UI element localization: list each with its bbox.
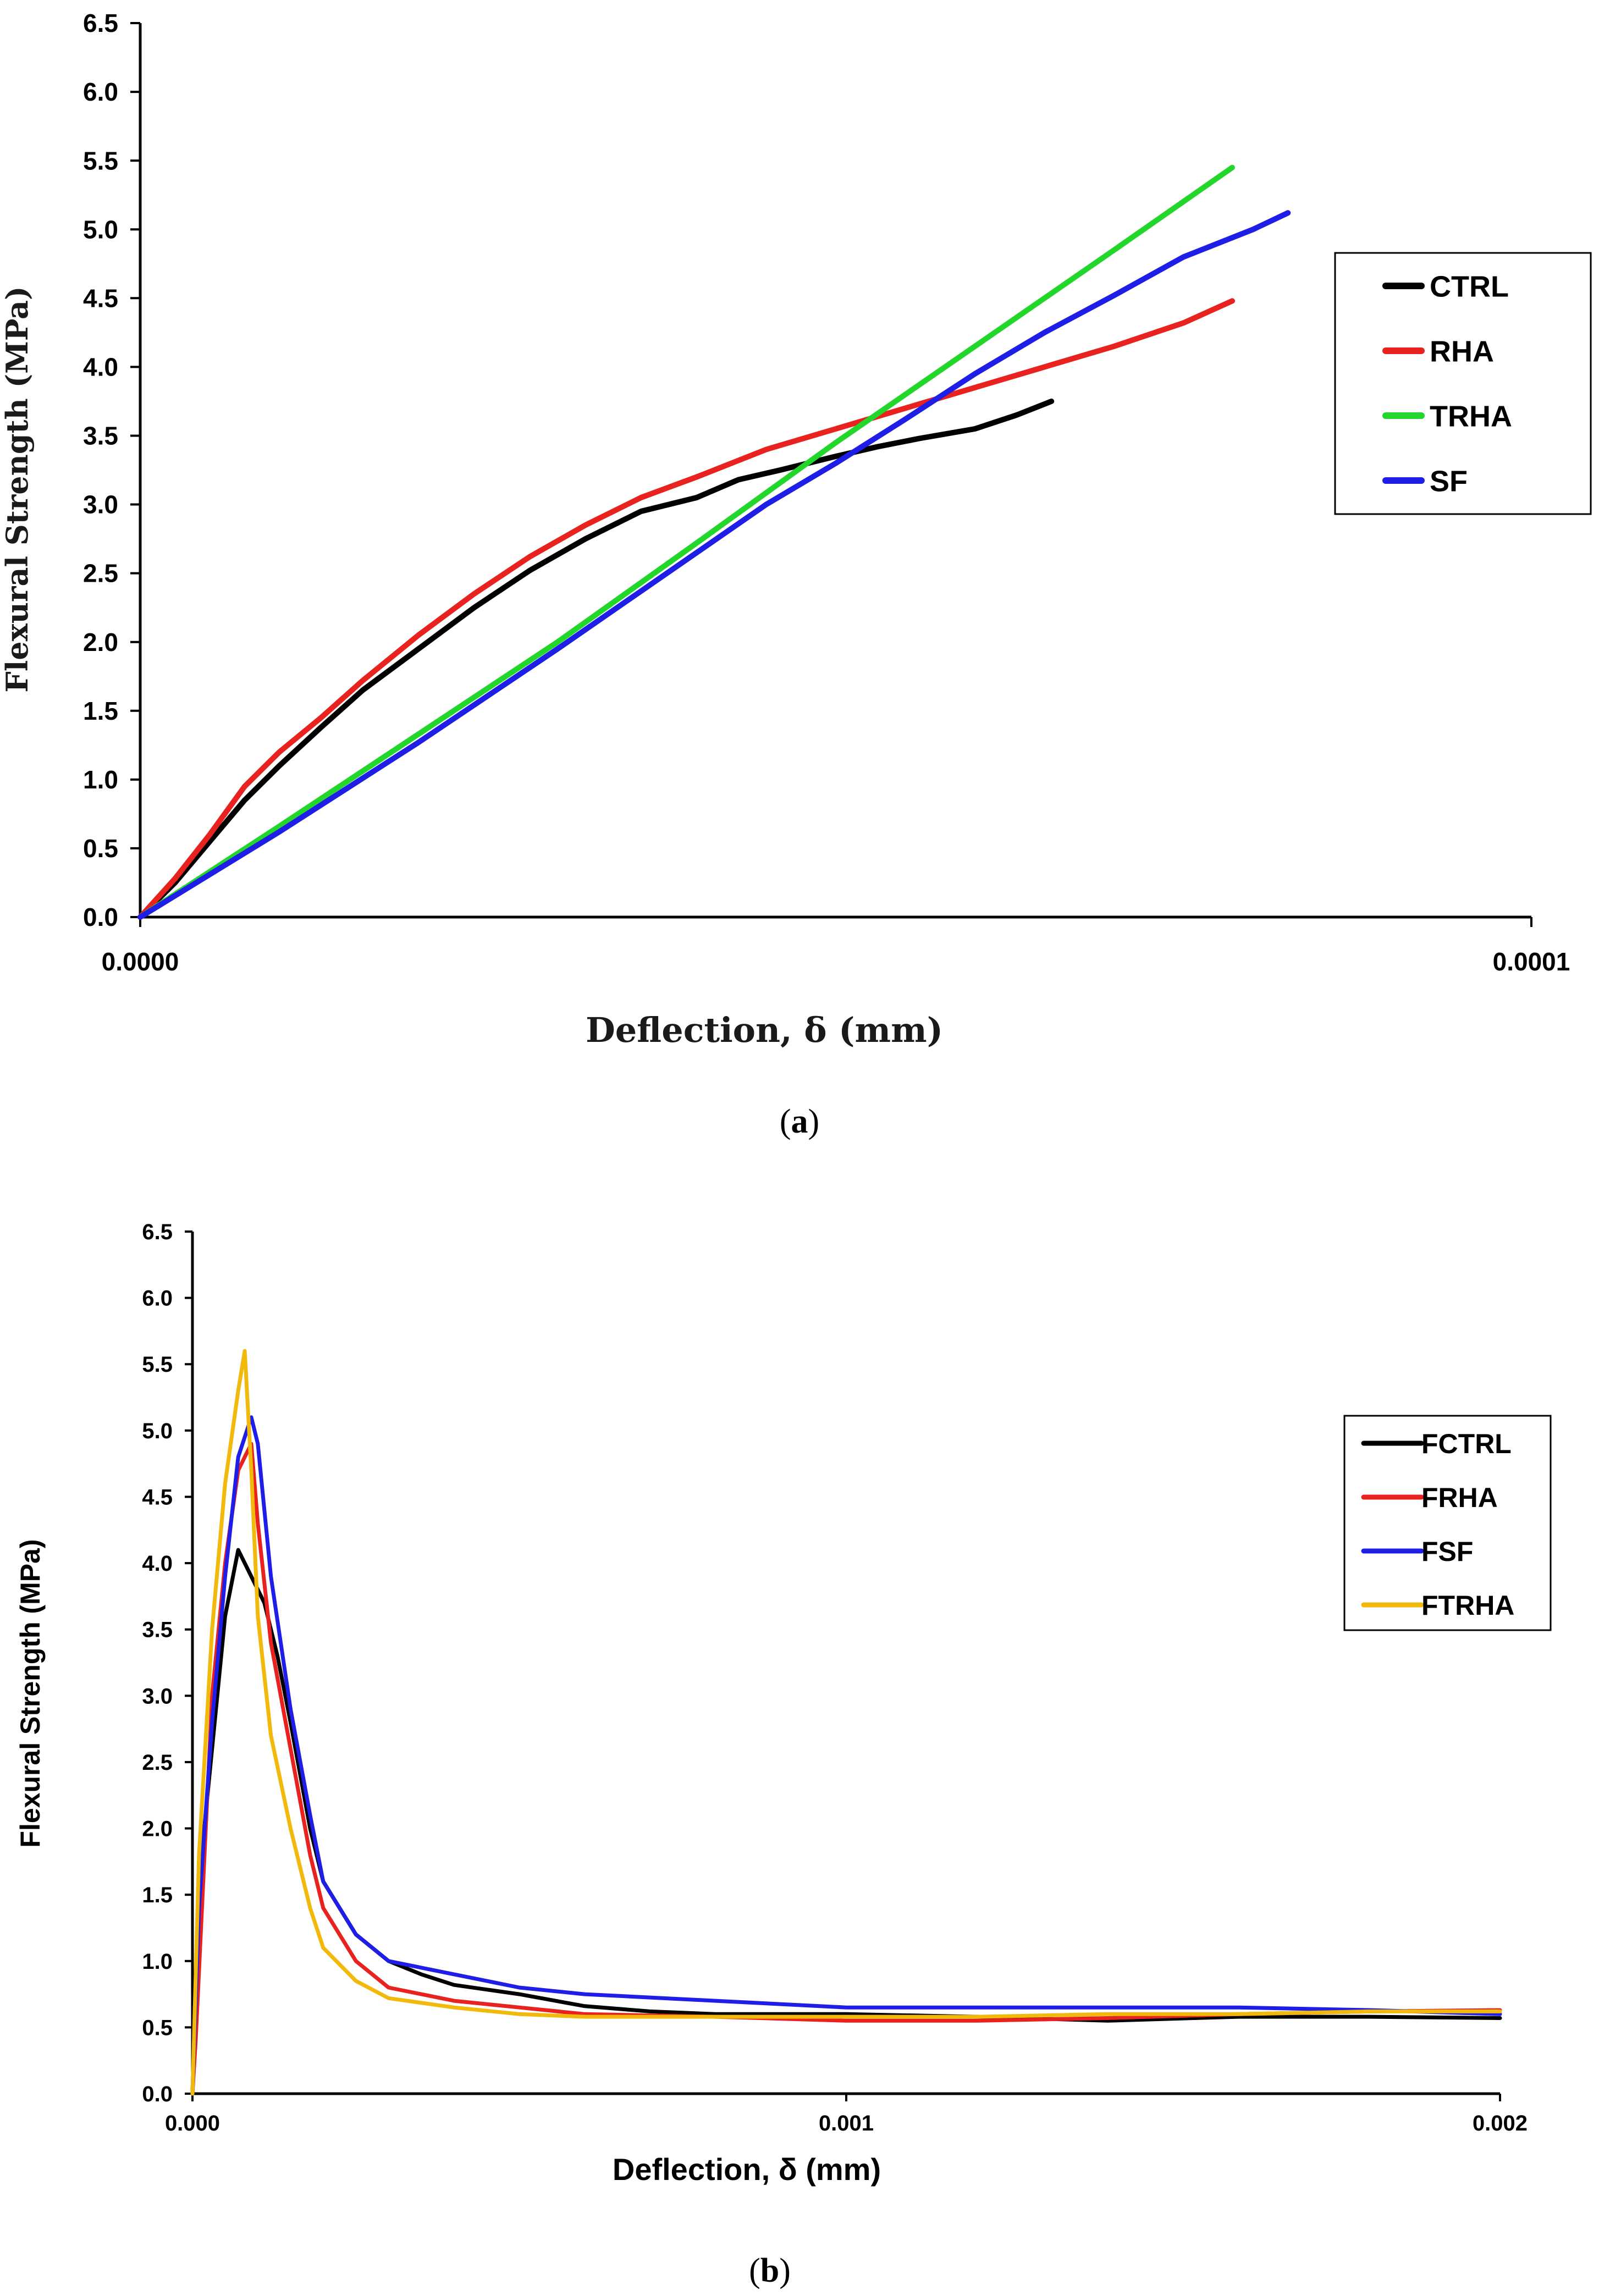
chart-a-x-tick-label: 0.0000 bbox=[102, 947, 179, 976]
chart-panel-a: 0.0 0.5 1.0 1.5 2.0 2.5 3.0 3.5 4.0 4.5 5.0 5.5 6.0 6… bbox=[0, 9, 1592, 1140]
chart-b-y-axis-label: Flexural Strength (MPa) bbox=[15, 1539, 46, 1847]
chart-a-legend-label-rha: RHA bbox=[1430, 335, 1494, 368]
chart-a-legend-box bbox=[1334, 252, 1592, 515]
chart-b-y-tick-label: 6.5 bbox=[142, 1220, 173, 1244]
chart-b-series-fsf bbox=[190, 1415, 1502, 2096]
chart-a-series-trha bbox=[137, 164, 1235, 920]
chart-b-x-tick-label: 0.001 bbox=[819, 2111, 874, 2135]
chart-a-y-tick-label: 2.5 bbox=[83, 559, 118, 588]
chart-a-y-tick-label: 6.5 bbox=[83, 9, 118, 37]
chart-a-y-tick-label: 3.0 bbox=[83, 490, 118, 519]
chart-panel-b: 0.0 0.5 1.0 1.5 2.0 2.5 3.0 3.5 4.0 4.5 5.0 5.5 6.0 6… bbox=[15, 1220, 1552, 2289]
chart-a-series bbox=[137, 164, 1291, 920]
chart-b-legend-label-fctrl: FCTRL bbox=[1421, 1428, 1512, 1459]
chart-b-legend-label-fsf: FSF bbox=[1421, 1536, 1473, 1567]
chart-a-x-axis-label: Deflection, δ (mm) bbox=[586, 1010, 943, 1050]
chart-a-y-tick-label: 3.5 bbox=[83, 422, 118, 450]
chart-b-y-tick-label: 3.0 bbox=[142, 1684, 173, 1708]
chart-a-y-tick-label: 4.5 bbox=[83, 284, 118, 312]
chart-b-legend-label-frha: FRHA bbox=[1421, 1482, 1498, 1513]
chart-a-x-tick-label: 0.0001 bbox=[1493, 947, 1570, 976]
chart-a-series-sf bbox=[137, 210, 1291, 920]
chart-b-y-tick-label: 1.0 bbox=[142, 1950, 173, 1974]
chart-a-y-tick-label: 1.5 bbox=[83, 697, 118, 725]
chart-b-y-tick-label: 0.5 bbox=[142, 2016, 173, 2040]
chart-a-legend-label-trha: TRHA bbox=[1430, 400, 1512, 433]
chart-b-y-tick-label: 1.5 bbox=[142, 1883, 173, 1907]
chart-a-legend: CTRL RHA TRHA SF bbox=[1334, 252, 1592, 515]
chart-a-series-rha bbox=[137, 298, 1235, 920]
chart-b-y-tick-label: 6.0 bbox=[142, 1287, 173, 1311]
chart-b-x-axis-label: Deflection, δ (mm) bbox=[613, 2152, 881, 2187]
chart-b-x-tick-label: 0.000 bbox=[165, 2111, 220, 2135]
chart-a-y-tick-label: 5.5 bbox=[83, 146, 118, 175]
chart-a-series-ctrl bbox=[137, 398, 1055, 920]
chart-a-y-tick-label: 1.0 bbox=[83, 765, 118, 794]
chart-a-y-tick-label: 0.0 bbox=[83, 903, 118, 931]
chart-b-y-tick-label: 2.0 bbox=[142, 1817, 173, 1841]
chart-a-legend-label-ctrl: CTRL bbox=[1430, 270, 1509, 303]
chart-a-legend-label-sf: SF bbox=[1430, 465, 1468, 498]
chart-b-y-tick-label: 2.5 bbox=[142, 1751, 173, 1775]
chart-b-x-tick-label: 0.002 bbox=[1473, 2111, 1528, 2135]
chart-a-y-tick-label: 0.5 bbox=[83, 834, 118, 863]
chart-a-y-tick-label: 5.0 bbox=[83, 215, 118, 244]
chart-b-legend: FCTRL FRHA FSF FTRHA bbox=[1343, 1415, 1552, 1631]
chart-b-y-tick-label: 5.0 bbox=[142, 1419, 173, 1443]
chart-b-y-tick-label: 4.5 bbox=[142, 1485, 173, 1509]
chart-a-y-tick-label: 4.0 bbox=[83, 352, 118, 381]
chart-b-y-tick-label: 3.5 bbox=[142, 1618, 173, 1642]
chart-a-panel-caption: (a) bbox=[780, 1103, 819, 1140]
chart-b-y-tick-label: 5.5 bbox=[142, 1353, 173, 1377]
chart-b-legend-box bbox=[1343, 1415, 1552, 1631]
chart-b-axes: 0.0 0.5 1.0 1.5 2.0 2.5 3.0 3.5 4.0 4.5 5.0 5.5 6.0 6… bbox=[142, 1220, 1528, 2135]
chart-a-y-axis-label: Flexural Strength (MPa) bbox=[0, 286, 35, 692]
chart-b-series-ftrha bbox=[190, 1349, 1502, 2096]
chart-b-legend-label-ftrha: FTRHA bbox=[1421, 1590, 1514, 1621]
chart-a-y-tick-label: 2.0 bbox=[83, 628, 118, 656]
chart-a-axes: 0.0 0.5 1.0 1.5 2.0 2.5 3.0 3.5 4.0 4.5 5.0 5.5 6.0 6… bbox=[83, 9, 1570, 976]
chart-b-y-tick-label: 4.0 bbox=[142, 1552, 173, 1576]
chart-b-series bbox=[190, 1349, 1502, 2096]
chart-b-panel-caption: (b) bbox=[749, 2252, 791, 2289]
chart-b-y-tick-label: 0.0 bbox=[142, 2082, 173, 2106]
chart-a-y-tick-label: 6.0 bbox=[83, 78, 118, 106]
